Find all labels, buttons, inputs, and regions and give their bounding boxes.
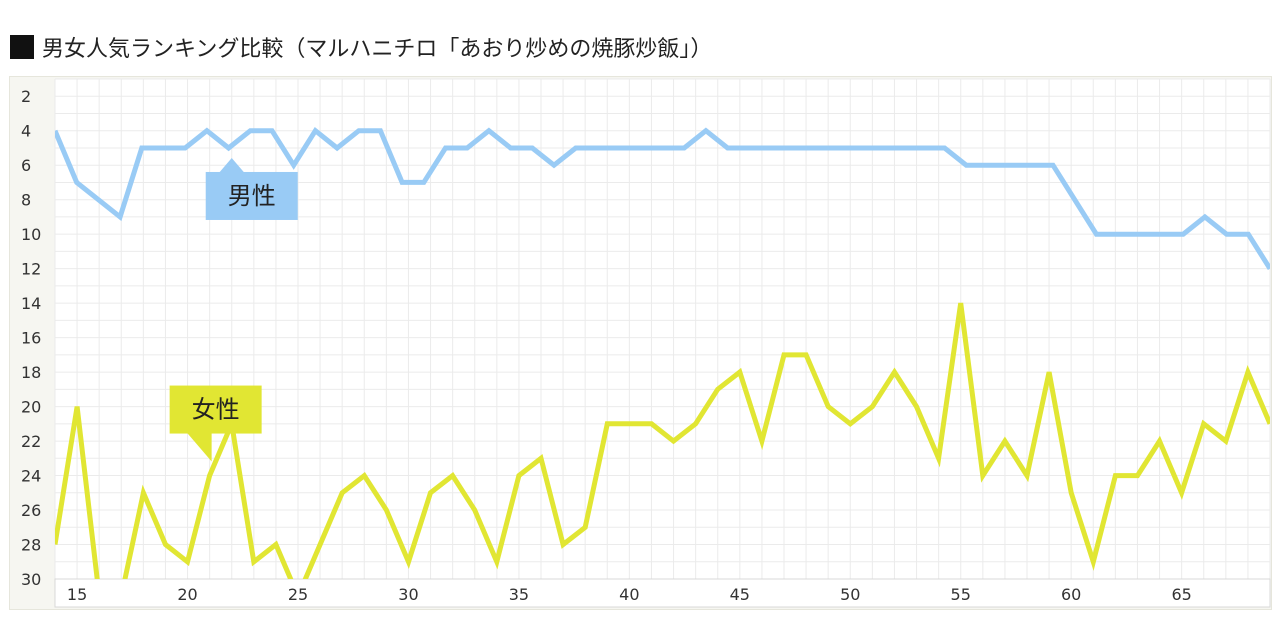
x-tick-label: 25 [288,585,308,604]
x-tick-label: 60 [1061,585,1081,604]
y-tick-label: 18 [21,363,41,382]
x-tick-label: 35 [509,585,529,604]
x-tick-label: 55 [951,585,971,604]
grid-lines [54,78,1271,580]
y-tick-label: 26 [21,501,41,520]
x-tick-label: 20 [177,585,197,604]
plot-area [55,79,1270,579]
x-axis: 15 20 25 30 35 40 45 50 55 60 65 [54,578,1271,608]
y-tick-label: 24 [21,467,41,486]
y-tick-label: 22 [21,432,41,451]
y-tick-label: 30 [21,570,41,589]
callout-pointer [187,433,212,462]
callout-label: 女性 [192,396,240,424]
x-tick-label: 65 [1171,585,1191,604]
series-line-male [55,127,1270,271]
title-square-icon [10,35,34,59]
series-line-female [55,302,1270,579]
y-tick-label: 8 [21,191,31,210]
callout-label: 男性 [228,182,276,210]
x-tick-label: 40 [619,585,639,604]
chart-frame: 2 4 6 8 10 12 14 16 18 20 22 24 26 28 30 15 20 25 30 35 40 4… [9,76,1272,610]
y-tick-label: 14 [21,294,41,313]
callout-female: 女性 [169,385,262,462]
x-tick-label: 15 [67,585,87,604]
x-tick-label: 45 [730,585,750,604]
x-axis-strip [54,578,1271,608]
y-tick-label: 20 [21,398,41,417]
y-tick-label: 4 [21,122,31,141]
y-tick-label: 6 [21,156,31,175]
x-tick-label: 50 [840,585,860,604]
y-tick-label: 10 [21,225,41,244]
x-tick-label: 30 [398,585,418,604]
y-tick-label: 12 [21,260,41,279]
chart-title-text: 男女人気ランキング比較（マルハニチロ「あおり炒めの焼豚炒飯」） [42,37,713,62]
callout-box [205,171,298,220]
series-lines [55,127,1270,579]
chart-title: 男女人気ランキング比較（マルハニチロ「あおり炒めの焼豚炒飯」） [10,30,712,64]
callout-male: 男性 [205,157,298,220]
y-tick-label: 28 [21,536,41,555]
y-tick-label: 16 [21,329,41,348]
callout-pointer [219,157,244,172]
y-tick-label: 2 [21,87,31,106]
callout-box [169,385,262,434]
